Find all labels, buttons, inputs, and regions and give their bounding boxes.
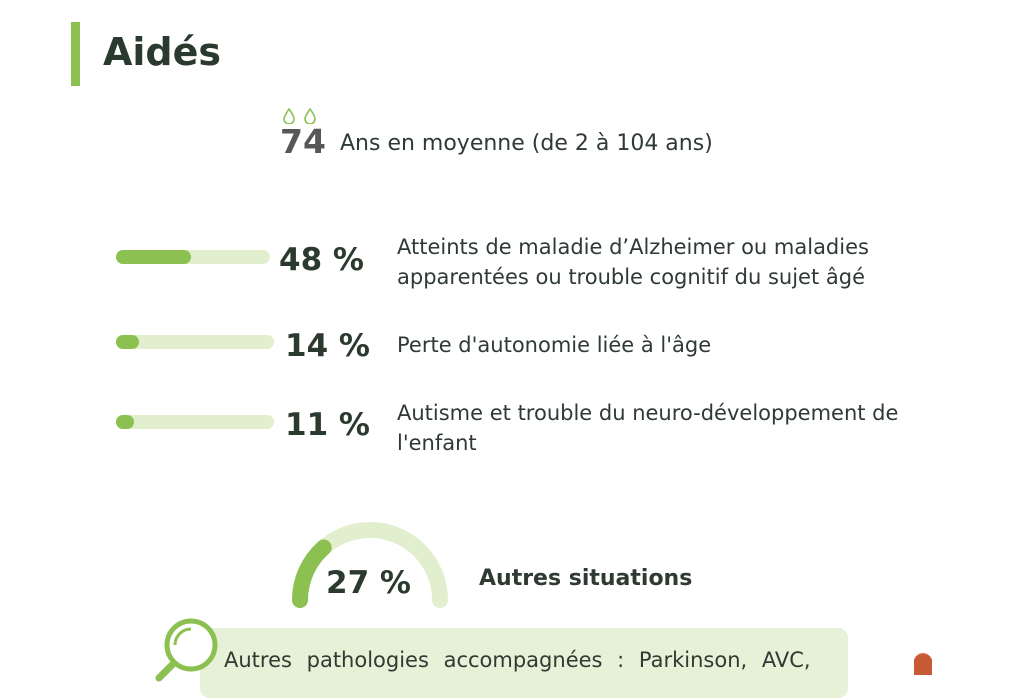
progress-fill [116,335,139,349]
title-accent-bar [71,22,80,86]
stat-percent: 14 % [285,328,370,364]
note-text: Autres pathologies accompagnées : Parkin… [224,648,811,672]
stat-percent: 11 % [285,407,370,443]
gauge-fill [292,539,332,608]
stat-percent: 48 % [279,242,364,278]
page-title: Aidés [103,30,222,74]
progress-track [116,335,274,349]
stat-description: Autisme et trouble du neuro-développemen… [397,401,899,455]
progress-fill [116,415,134,429]
other-pathologies-note: Autres pathologies accompagnées : Parkin… [200,628,848,698]
flame-icon [283,108,295,124]
stat-description: Perte d'autonomie liée à l'âge [397,333,712,357]
other-situations-gauge [292,522,448,608]
stat-description: Atteints de maladie d’Alzheimer ou malad… [397,235,869,289]
person-icon [914,653,932,675]
flame-icon [304,108,316,124]
average-age-value: 74 [280,122,326,161]
progress-fill [116,250,191,264]
progress-track [116,415,274,429]
other-situations-label: Autres situations [479,566,693,591]
other-situations-percent: 27 % [326,565,411,601]
magnifier-icon [155,618,218,682]
progress-track [116,250,270,264]
average-age-label: Ans en moyenne (de 2 à 104 ans) [340,131,713,156]
